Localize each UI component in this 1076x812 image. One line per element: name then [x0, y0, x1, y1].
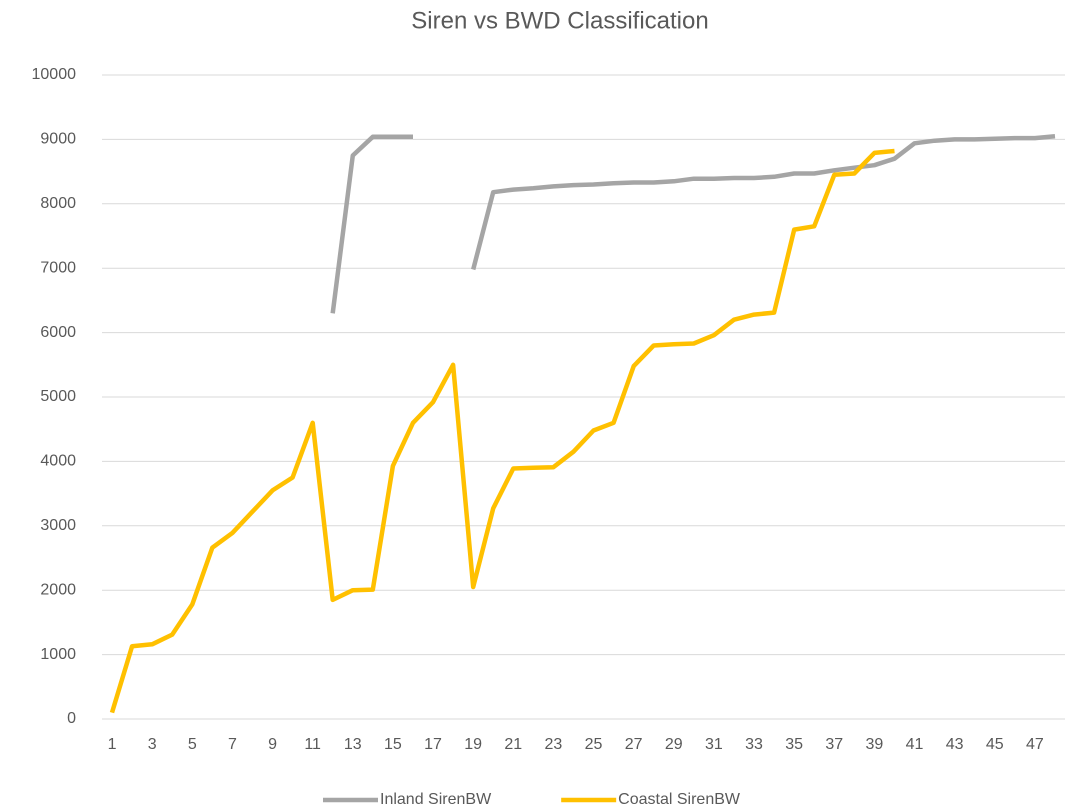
x-tick-label: 41 — [906, 736, 924, 753]
x-tick-label: 47 — [1026, 736, 1044, 753]
y-tick-label: 8000 — [40, 195, 76, 212]
x-tick-label: 31 — [705, 736, 723, 753]
x-tick-label: 45 — [986, 736, 1004, 753]
x-tick-label: 15 — [384, 736, 402, 753]
series-line — [109, 148, 895, 714]
y-tick-label: 5000 — [40, 388, 76, 405]
x-tick-label: 29 — [665, 736, 683, 753]
x-tick-label: 9 — [268, 736, 277, 753]
x-tick-label: 37 — [825, 736, 843, 753]
x-tick-label: 25 — [585, 736, 603, 753]
legend-label: Inland SirenBW — [380, 791, 492, 808]
y-tick-label: 3000 — [40, 517, 76, 534]
x-tick-label: 35 — [785, 736, 803, 753]
x-tick-label: 39 — [866, 736, 884, 753]
x-tick-label: 23 — [545, 736, 563, 753]
y-tick-label: 6000 — [40, 324, 76, 341]
y-tick-label: 1000 — [40, 646, 76, 663]
y-tick-label: 0 — [67, 710, 76, 727]
y-tick-label: 10000 — [32, 66, 77, 83]
legend-label: Coastal SirenBW — [618, 791, 741, 808]
x-tick-label: 13 — [344, 736, 362, 753]
x-tick-label: 33 — [745, 736, 763, 753]
y-tick-label: 7000 — [40, 259, 76, 276]
x-tick-label: 7 — [228, 736, 237, 753]
x-tick-label: 27 — [625, 736, 643, 753]
x-tick-label: 21 — [504, 736, 522, 753]
y-tick-label: 4000 — [40, 453, 76, 470]
x-tick-label: 19 — [464, 736, 482, 753]
y-tick-label: 2000 — [40, 581, 76, 598]
x-tick-label: 1 — [108, 736, 117, 753]
chart-title: Siren vs BWD Classification — [411, 7, 708, 34]
series-line — [330, 133, 1056, 314]
x-tick-label: 11 — [304, 736, 321, 753]
x-tick-label: 5 — [188, 736, 197, 753]
x-tick-label: 43 — [946, 736, 964, 753]
x-tick-label: 3 — [148, 736, 157, 753]
x-tick-label: 17 — [424, 736, 442, 753]
y-tick-label: 9000 — [40, 131, 76, 148]
